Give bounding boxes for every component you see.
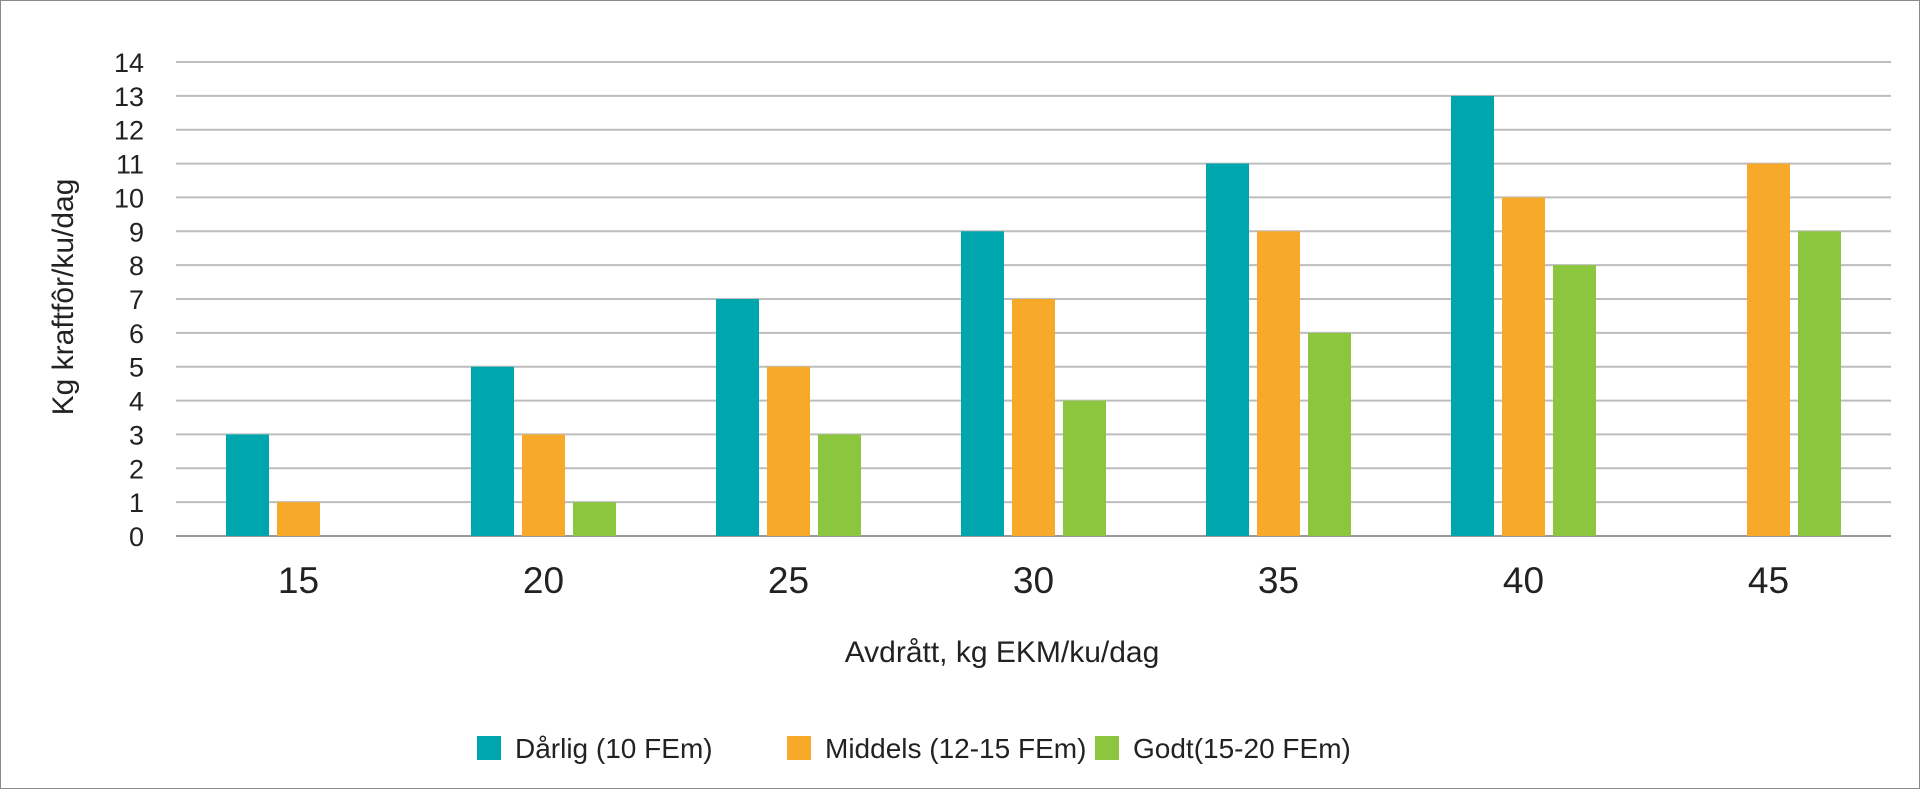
x-tick-labels: 15 20 25 30 35 40 45	[278, 560, 1789, 601]
x-tick-label: 20	[523, 560, 564, 601]
y-tick-label: 13	[114, 82, 144, 112]
y-tick-label: 3	[129, 420, 144, 450]
y-tick-label: 1	[129, 488, 144, 518]
bar	[1798, 231, 1841, 537]
bar	[716, 299, 759, 536]
bar	[1502, 197, 1545, 536]
y-tick-label: 2	[129, 454, 144, 484]
bar	[226, 434, 269, 536]
legend-label: Middels (12-15 FEm)	[825, 733, 1086, 764]
bar	[1257, 231, 1300, 537]
x-tick-label: 40	[1503, 560, 1544, 601]
x-tick-label: 15	[278, 560, 319, 601]
bar	[522, 434, 565, 536]
bars	[226, 95, 1841, 537]
legend-swatch	[1095, 736, 1119, 760]
bar	[1308, 332, 1351, 536]
bar	[1451, 95, 1494, 536]
x-tick-label: 35	[1258, 560, 1299, 601]
bar	[1553, 265, 1596, 536]
bar	[1063, 400, 1106, 536]
y-tick-label: 9	[129, 217, 144, 247]
x-tick-label: 30	[1013, 560, 1054, 601]
legend-swatch	[787, 736, 811, 760]
y-tick-label: 11	[116, 150, 144, 180]
bar	[961, 231, 1004, 537]
bar	[1012, 299, 1055, 536]
x-tick-label: 45	[1748, 560, 1789, 601]
y-tick-label: 14	[114, 48, 144, 78]
y-tick-label: 0	[129, 522, 144, 552]
y-tick-label: 5	[129, 353, 144, 383]
bar	[767, 366, 810, 536]
bar	[471, 366, 514, 536]
legend-swatch	[477, 736, 501, 760]
bar	[573, 502, 616, 536]
legend: Dårlig (10 FEm) Middels (12-15 FEm) Godt(1…	[477, 733, 1351, 764]
y-tick-label: 8	[129, 251, 144, 281]
y-tick-label: 4	[129, 387, 144, 417]
y-tick-label: 10	[114, 183, 144, 213]
bar	[277, 502, 320, 536]
x-tick-label: 25	[768, 560, 809, 601]
legend-label: Godt(15-20 FEm)	[1133, 733, 1351, 764]
y-axis-title: Kg kraftfôr/ku/dag	[47, 179, 80, 416]
y-tick-label: 7	[129, 285, 144, 315]
y-tick-label: 12	[114, 116, 144, 146]
bar	[1206, 163, 1249, 537]
legend-label: Dårlig (10 FEm)	[515, 733, 713, 764]
bar	[1747, 163, 1790, 537]
y-tick-label: 6	[129, 319, 144, 349]
x-axis-title: Avdrått, kg EKM/ku/dag	[845, 636, 1160, 669]
bar	[818, 434, 861, 536]
